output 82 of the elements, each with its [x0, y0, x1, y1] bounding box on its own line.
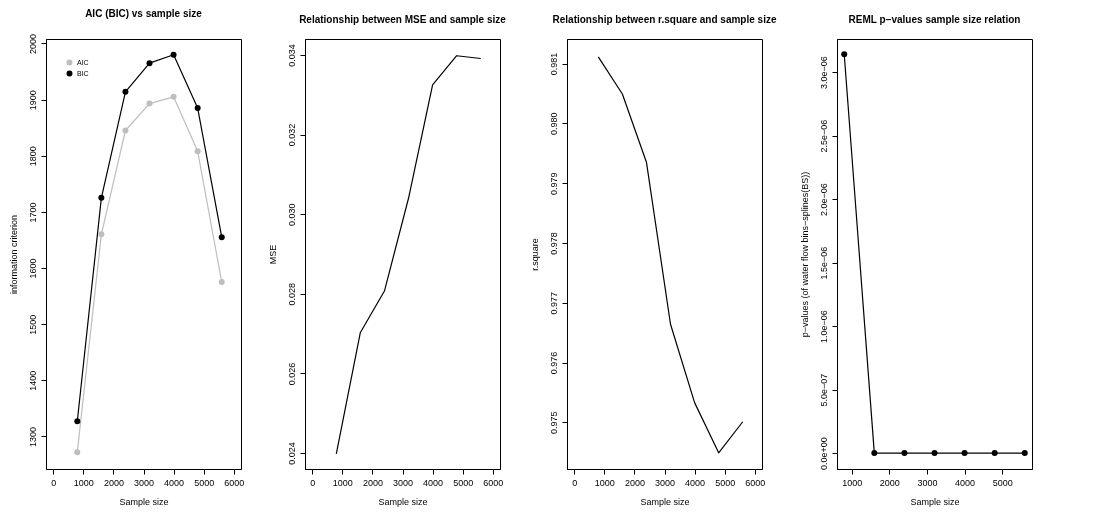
y-tick-label: 0.0e+00 [818, 437, 829, 471]
x-tick-label: 1000 [594, 477, 615, 488]
point [170, 93, 177, 100]
y-tick-label: 0.024 [286, 442, 297, 465]
x-tick-label: 5000 [992, 477, 1013, 488]
y-tick-label: 3.0e−06 [818, 56, 829, 89]
y-tick-label: 1500 [27, 314, 38, 335]
point [122, 88, 129, 95]
y-tick-label: 0.034 [286, 44, 297, 67]
y-tick-label: 2.0e−06 [818, 183, 829, 216]
y-tick-label: 1700 [27, 202, 38, 223]
x-tick-label: 2000 [879, 477, 900, 488]
y-tick-label: 1.0e−06 [818, 310, 829, 343]
x-tick-label: 4000 [423, 477, 444, 488]
y-tick-label: 0.032 [286, 123, 297, 147]
y-tick-label: 0.976 [548, 351, 559, 375]
point [194, 105, 201, 112]
y-axis-title: r.square [529, 238, 540, 271]
point [74, 449, 81, 456]
x-tick-label: 2000 [103, 477, 124, 488]
x-tick-label: 0 [572, 477, 578, 488]
y-tick-label: 1400 [27, 370, 38, 391]
x-tick-label: 1000 [73, 477, 94, 488]
y-tick-label: 0.980 [548, 112, 559, 136]
x-tick-label: 2000 [362, 477, 383, 488]
x-tick-label: 3000 [654, 477, 676, 488]
x-axis-title: Sample size [640, 496, 690, 507]
x-tick-label: 2000 [624, 477, 645, 488]
point [146, 100, 153, 107]
y-tick-label: 0.977 [548, 291, 559, 315]
x-tick-label: 0 [51, 477, 57, 488]
y-tick-label: 2000 [27, 33, 38, 55]
point [146, 60, 153, 67]
y-axis-title: information criterion [8, 214, 19, 295]
y-tick-label: 5.0e−07 [818, 373, 829, 407]
x-tick-label: 4000 [164, 477, 185, 488]
point [194, 148, 201, 155]
x-tick-label: 1000 [842, 477, 863, 488]
y-tick-label: 0.981 [548, 52, 559, 76]
x-axis-title: Sample size [378, 496, 428, 507]
y-tick-label: 1.5e−06 [818, 246, 829, 280]
y-tick-label: 0.028 [286, 283, 297, 306]
y-tick-label: 1900 [27, 90, 38, 111]
point [170, 51, 177, 58]
y-axis-title: MSE [267, 244, 278, 265]
y-tick-label: 1600 [27, 258, 38, 279]
y-tick-label: 0.975 [548, 411, 559, 435]
y-tick-label: 0.979 [548, 172, 559, 195]
x-tick-label: 3000 [133, 477, 155, 488]
line-series [597, 56, 744, 454]
chart-title: REML p−values sample size relation [848, 14, 1021, 25]
x-axis-title: Sample size [119, 496, 169, 507]
y-tick-label: 1300 [27, 426, 38, 447]
x-tick-label: 3000 [917, 477, 938, 488]
point [122, 127, 129, 134]
x-tick-label: 4000 [685, 477, 706, 488]
chart-title: Relationship between r.square and sample size [552, 14, 777, 25]
line-series [335, 55, 482, 455]
x-tick-label: 0 [310, 477, 316, 488]
y-tick-label: 2.5e−06 [818, 119, 829, 153]
y-tick-label: 0.026 [286, 362, 297, 386]
x-tick-label: 4000 [955, 477, 976, 488]
y-tick-label: 1800 [27, 146, 38, 167]
x-tick-label: 5000 [453, 477, 474, 488]
point [74, 418, 81, 425]
y-tick-label: 0.978 [548, 232, 559, 255]
y-tick-label: 0.030 [286, 203, 297, 226]
x-tick-label: 5000 [715, 477, 736, 488]
x-tick-label: 3000 [392, 477, 414, 488]
point [218, 279, 225, 286]
point [98, 231, 105, 238]
point [218, 234, 225, 241]
x-tick-label: 6000 [483, 477, 504, 488]
point [98, 194, 105, 201]
y-axis-title: p−values (of water flow bins−splines(BS)) [799, 171, 810, 338]
x-axis-title: Sample size [910, 496, 960, 507]
x-tick-label: 5000 [194, 477, 215, 488]
x-tick-label: 6000 [224, 477, 245, 488]
chart-title: AIC (BIC) vs sample size [85, 8, 203, 20]
x-tick-label: 6000 [745, 477, 766, 488]
x-tick-label: 1000 [332, 477, 353, 488]
chart-title: Relationship between MSE and sample size [299, 14, 507, 25]
